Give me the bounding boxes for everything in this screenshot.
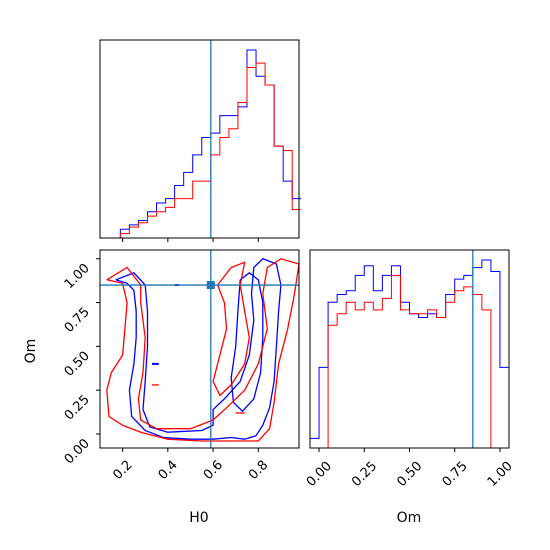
joint-y-tick-label: 0.50: [62, 349, 93, 380]
x-axis-label-h0: H0: [189, 510, 208, 526]
h0-marginal-panel: [99, 39, 302, 242]
contour-blue-1: [230, 271, 264, 413]
om-x-tick-label: 0.50: [394, 459, 425, 490]
om-panel-frame: [309, 249, 510, 449]
joint-panel-frame: [99, 249, 300, 449]
om-x-tick-label: 1.00: [485, 459, 516, 490]
om-marginal-panel: 0.00 0.25 0.50 0.75 1.00: [304, 249, 516, 490]
x-axis-label-om: Om: [397, 510, 422, 526]
h0-panel-frame: [99, 39, 300, 239]
joint-x-tick-label: 0.4: [156, 458, 181, 483]
joint-y-tick-label: 0.75: [62, 305, 93, 336]
joint-y-tick-label: 1.00: [62, 261, 93, 292]
joint-y-tick-label: 0.00: [62, 436, 93, 467]
om-x-tick-label: 0.00: [304, 459, 335, 490]
om-histogram-red: [310, 274, 509, 449]
joint-y-tick-label: 0.25: [62, 392, 93, 423]
joint-contours: [100, 250, 299, 448]
h0-histogram-red: [111, 62, 302, 239]
y-axis-label-om: Om: [23, 339, 39, 364]
joint-x-tick-label: 0.8: [246, 458, 271, 483]
contour-red-1: [212, 261, 250, 397]
joint-truth-marker: [206, 281, 215, 290]
joint-x-tick-label: 0.6: [201, 458, 226, 483]
om-histogram-blue: [310, 259, 509, 439]
om-x-tick-label: 0.75: [440, 459, 471, 490]
om-x-tick-label: 0.25: [349, 459, 380, 490]
h0-om-contour-panel: 0.2 0.4 0.6 0.8 0.00 0.25 0.50 0.75 1.00: [62, 249, 300, 483]
joint-x-tick-label: 0.2: [110, 458, 135, 483]
contour-red-0: [106, 258, 299, 442]
h0-histogram-blue: [111, 49, 302, 239]
